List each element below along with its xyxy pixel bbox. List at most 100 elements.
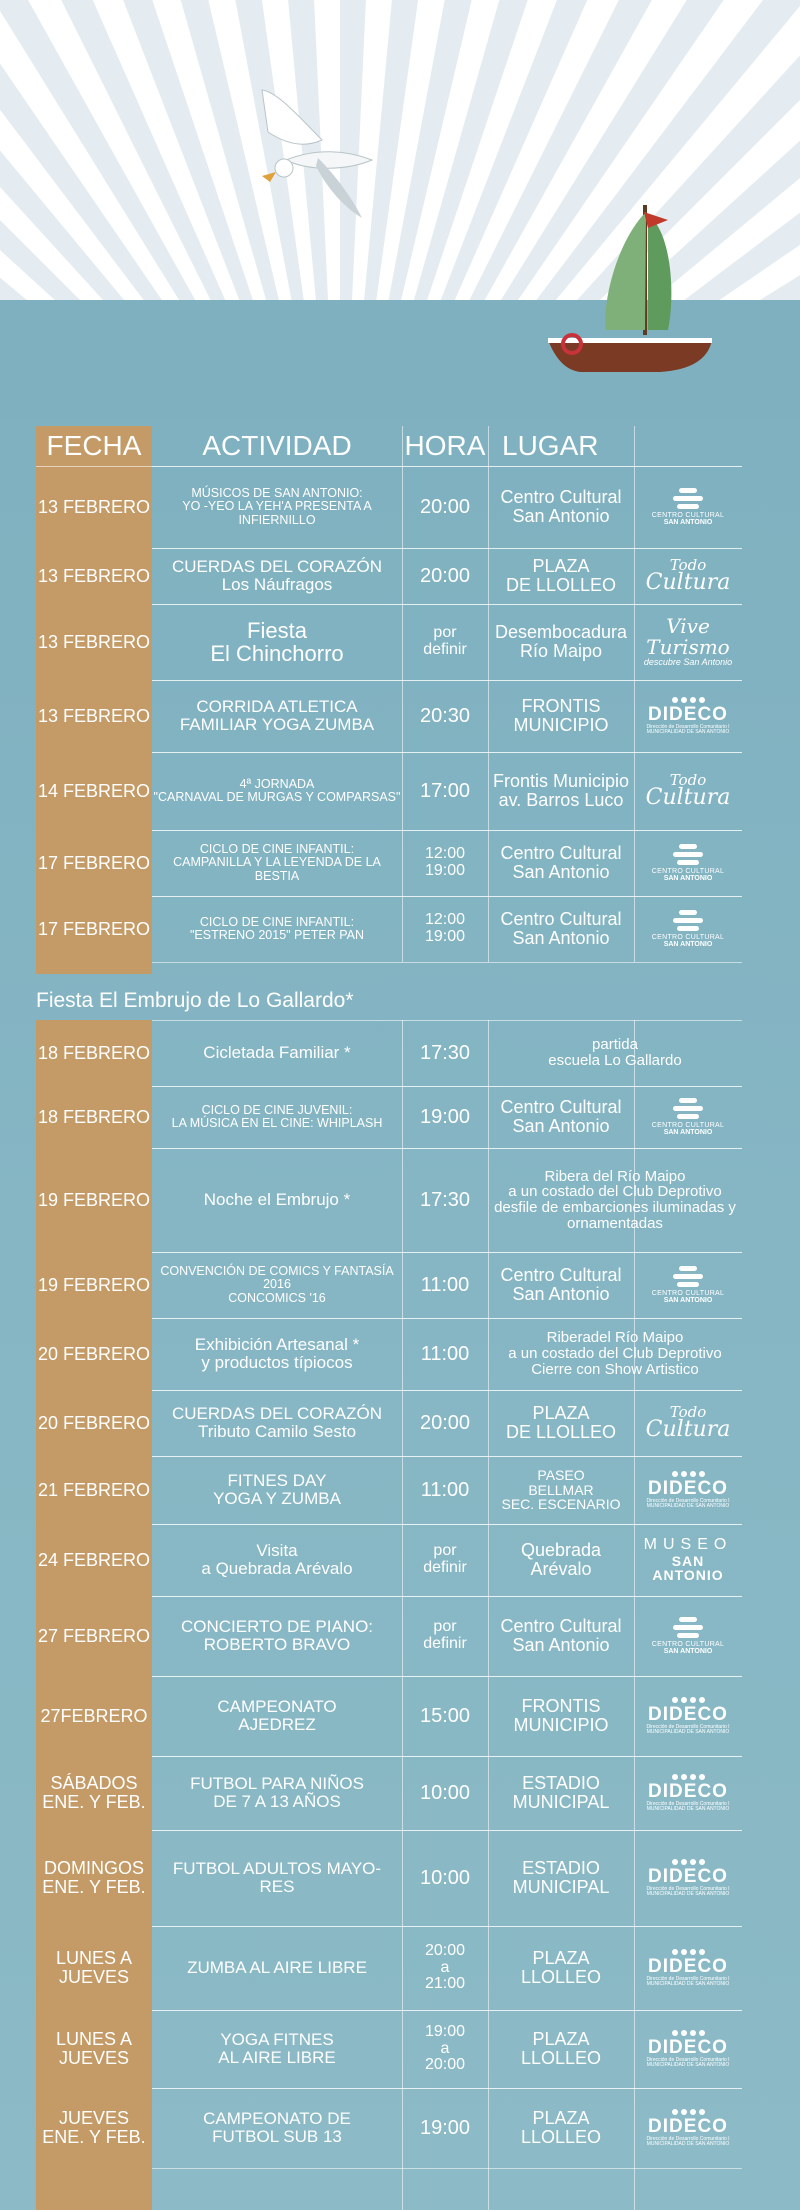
grid-line	[152, 1086, 742, 1087]
fecha-column-bottom	[36, 1020, 152, 2210]
table-row: 17 FEBRERO CICLO DE CINE INFANTIL: "ESTREN…	[36, 896, 742, 962]
hora-cell: 20:30	[419, 704, 471, 727]
actividad-cell: YOGA FITNES AL AIRE LIBRE	[218, 2030, 336, 2067]
centro-cultural-logo: CENTRO CULTURAL SAN ANTONIO	[652, 909, 724, 949]
hora-cell: 11:00	[420, 1342, 470, 1365]
logo-cell: DIDECO Dirección de Desarrollo Comunitari…	[634, 1676, 742, 1756]
logo-cell: Vive Turismo descubre San Antonio	[634, 604, 742, 680]
logo-cell: CENTRO CULTURAL SAN ANTONIO	[634, 1252, 742, 1318]
dideco-logo: DIDECO Dirección de Desarrollo Comunitari…	[634, 1948, 742, 1987]
lugar-cell: PLAZA DE LLOLLEO	[505, 556, 617, 595]
table-row: 14 FEBRERO 4ª JORNADA "CARNAVAL DE MURGAS …	[36, 752, 742, 830]
fecha-cell: 17 FEBRERO	[37, 852, 151, 873]
logo-cell: CENTRO CULTURAL SAN ANTONIO	[634, 1086, 742, 1148]
table-row: 24 FEBRERO Visita a Quebrada Arévalo por def…	[36, 1524, 742, 1596]
logo-cell: Todo Cultura	[634, 548, 742, 604]
lugar-cell: Quebrada Arévalo	[520, 1540, 602, 1579]
fecha-cell: JUEVES ENE. Y FEB.	[42, 2108, 146, 2147]
actividad-cell: Visita a Quebrada Arévalo	[201, 1541, 353, 1578]
hora-cell: 19:00 a 20:00	[424, 2022, 466, 2074]
fecha-cell: 18 FEBRERO	[37, 1106, 151, 1127]
hora-cell: 12:00 19:00	[424, 845, 466, 879]
fecha-cell: 21 FEBRERO	[37, 1479, 151, 1500]
header-fecha: FECHA	[46, 430, 142, 461]
grid-line	[152, 2010, 742, 2011]
header-hora: HORA	[404, 430, 486, 461]
seagull-icon	[261, 89, 374, 218]
grid-line	[152, 1148, 742, 1149]
todo-cultura-logo: Todo Cultura	[645, 1403, 731, 1442]
lugar-cell: ESTADIO MUNICIPAL	[512, 1858, 610, 1897]
lugar-cell: Centro Cultural San Antonio	[500, 1616, 622, 1655]
fecha-cell: 17 FEBRERO	[37, 918, 151, 939]
lugar-cell: Desembocadura Río Maipo	[494, 622, 628, 661]
hora-cell: por definir	[423, 624, 467, 658]
lugar-cell: ESTADIO MUNICIPAL	[512, 1773, 610, 1812]
hora-cell: 20:00 a 21:00	[424, 1941, 466, 1993]
hora-cell: 11:00	[420, 1273, 470, 1296]
lugar-cell: FRONTIS MUNICIPIO	[513, 696, 609, 735]
fecha-cell: LUNES A JUEVES	[55, 1948, 133, 1987]
table-row: 27FEBRERO CAMPEONATO AJEDREZ 15:00 FRONTIS MU…	[36, 1676, 742, 1756]
grid-line	[152, 1524, 742, 1525]
dideco-logo: DIDECO Dirección de Desarrollo Comunitari…	[634, 1858, 742, 1897]
logo-cell: DIDECO Dirección de Desarrollo Comunitari…	[634, 1456, 742, 1524]
table-row: 19 FEBRERO CONVENCIÓN DE COMICS Y FANTASÍ…	[36, 1252, 742, 1318]
grid-line	[152, 752, 742, 753]
fecha-cell: 13 FEBRERO	[37, 565, 151, 586]
grid-line	[152, 2168, 742, 2169]
table-row: SÁBADOS ENE. Y FEB. FUTBOL PARA NIÑOS DE 7 …	[36, 1756, 742, 1830]
actividad-cell: CONCIERTO DE PIANO: ROBERTO BRAVO	[180, 1617, 374, 1654]
hora-cell: 19:00	[419, 2116, 471, 2139]
grid-line	[152, 1926, 742, 1927]
logo-cell: DIDECO Dirección de Desarrollo Comunitari…	[634, 680, 742, 752]
centro-cultural-logo: CENTRO CULTURAL SAN ANTONIO	[652, 1616, 724, 1656]
hora-cell: 19:00	[419, 1105, 471, 1128]
grid-line	[152, 548, 742, 549]
lugar-cell: FRONTIS MUNICIPIO	[513, 1696, 609, 1735]
table-row: 18 FEBRERO CICLO DE CINE JUVENIL: LA MÚSIC…	[36, 1086, 742, 1148]
table-row: 13 FEBRERO CUERDAS DEL CORAZÓN Los Náufrag…	[36, 548, 742, 604]
logo-cell: DIDECO Dirección de Desarrollo Comunitari…	[634, 2010, 742, 2088]
actividad-cell: CAMPEONATO AJEDREZ	[217, 1697, 337, 1734]
hora-cell: 10:00	[419, 1866, 471, 1889]
table-row: LUNES A JUEVES YOGA FITNES AL AIRE LIBRE 19:…	[36, 2010, 742, 2088]
hora-cell: 20:00	[419, 495, 471, 518]
fecha-cell: SÁBADOS ENE. Y FEB.	[42, 1773, 146, 1812]
table-row: 19 FEBRERO Noche el Embrujo * 17:30 Ribera …	[36, 1148, 742, 1252]
fecha-cell: 27 FEBRERO	[37, 1625, 151, 1646]
table-row: LUNES A JUEVES ZUMBA AL AIRE LIBRE 20:00 a 21…	[36, 1926, 742, 2010]
fecha-cell: 24 FEBRERO	[37, 1549, 151, 1570]
grid-line	[152, 1020, 742, 1021]
table-row: JUEVES ENE. Y FEB. CAMPEONATO DE FUTBOL SUB…	[36, 2088, 742, 2168]
dideco-logo: DIDECO Dirección de Desarrollo Comunitari…	[634, 1773, 742, 1812]
grid-line	[152, 680, 742, 681]
hora-cell: 10:00	[419, 1781, 471, 1804]
lugar-cell: Centro Cultural San Antonio	[500, 843, 622, 882]
hora-cell: 17:30	[419, 1041, 471, 1064]
lugar-cell: Frontis Municipio av. Barros Luco	[492, 771, 630, 810]
actividad-cell: Exhibición Artesanal * y productos típioc…	[194, 1335, 360, 1372]
table-row: 17 FEBRERO CICLO DE CINE INFANTIL: CAMPANI…	[36, 830, 742, 896]
dideco-logo: DIDECO Dirección de Desarrollo Comunitari…	[634, 1696, 742, 1735]
hora-cell: 11:00	[420, 1478, 470, 1501]
logo-cell: CENTRO CULTURAL SAN ANTONIO	[634, 896, 742, 962]
grid-line	[152, 1252, 742, 1253]
actividad-cell: Noche el Embrujo *	[203, 1190, 351, 1210]
table-row: 27 FEBRERO CONCIERTO DE PIANO: ROBERTO BRA…	[36, 1596, 742, 1676]
grid-line	[152, 604, 742, 605]
actividad-cell: ZUMBA AL AIRE LIBRE	[187, 1958, 367, 1978]
fecha-cell: 14 FEBRERO	[37, 780, 151, 801]
table-row: 13 FEBRERO MÚSICOS DE SAN ANTONIO: YO -YEO…	[36, 466, 742, 548]
grid-line	[152, 1596, 742, 1597]
actividad-cell: FUTBOL ADULTOS MAYO- RES	[172, 1859, 382, 1896]
actividad-cell: CORRIDA ATLETICA FAMILIAR YOGA ZUMBA	[179, 697, 375, 734]
grid-line	[152, 962, 742, 963]
lugar-cell: Centro Cultural San Antonio	[500, 1265, 622, 1304]
actividad-cell: CONVENCIÓN DE COMICS Y FANTASÍA 2016 CONC…	[160, 1264, 394, 1305]
header-lugar: LUGAR	[502, 430, 599, 461]
logo-cell: CENTRO CULTURAL SAN ANTONIO	[634, 830, 742, 896]
grid-line	[152, 2088, 742, 2089]
hora-cell: por definir	[423, 1618, 467, 1652]
table-row: 20 FEBRERO Exhibición Artesanal * y produc…	[36, 1318, 742, 1390]
